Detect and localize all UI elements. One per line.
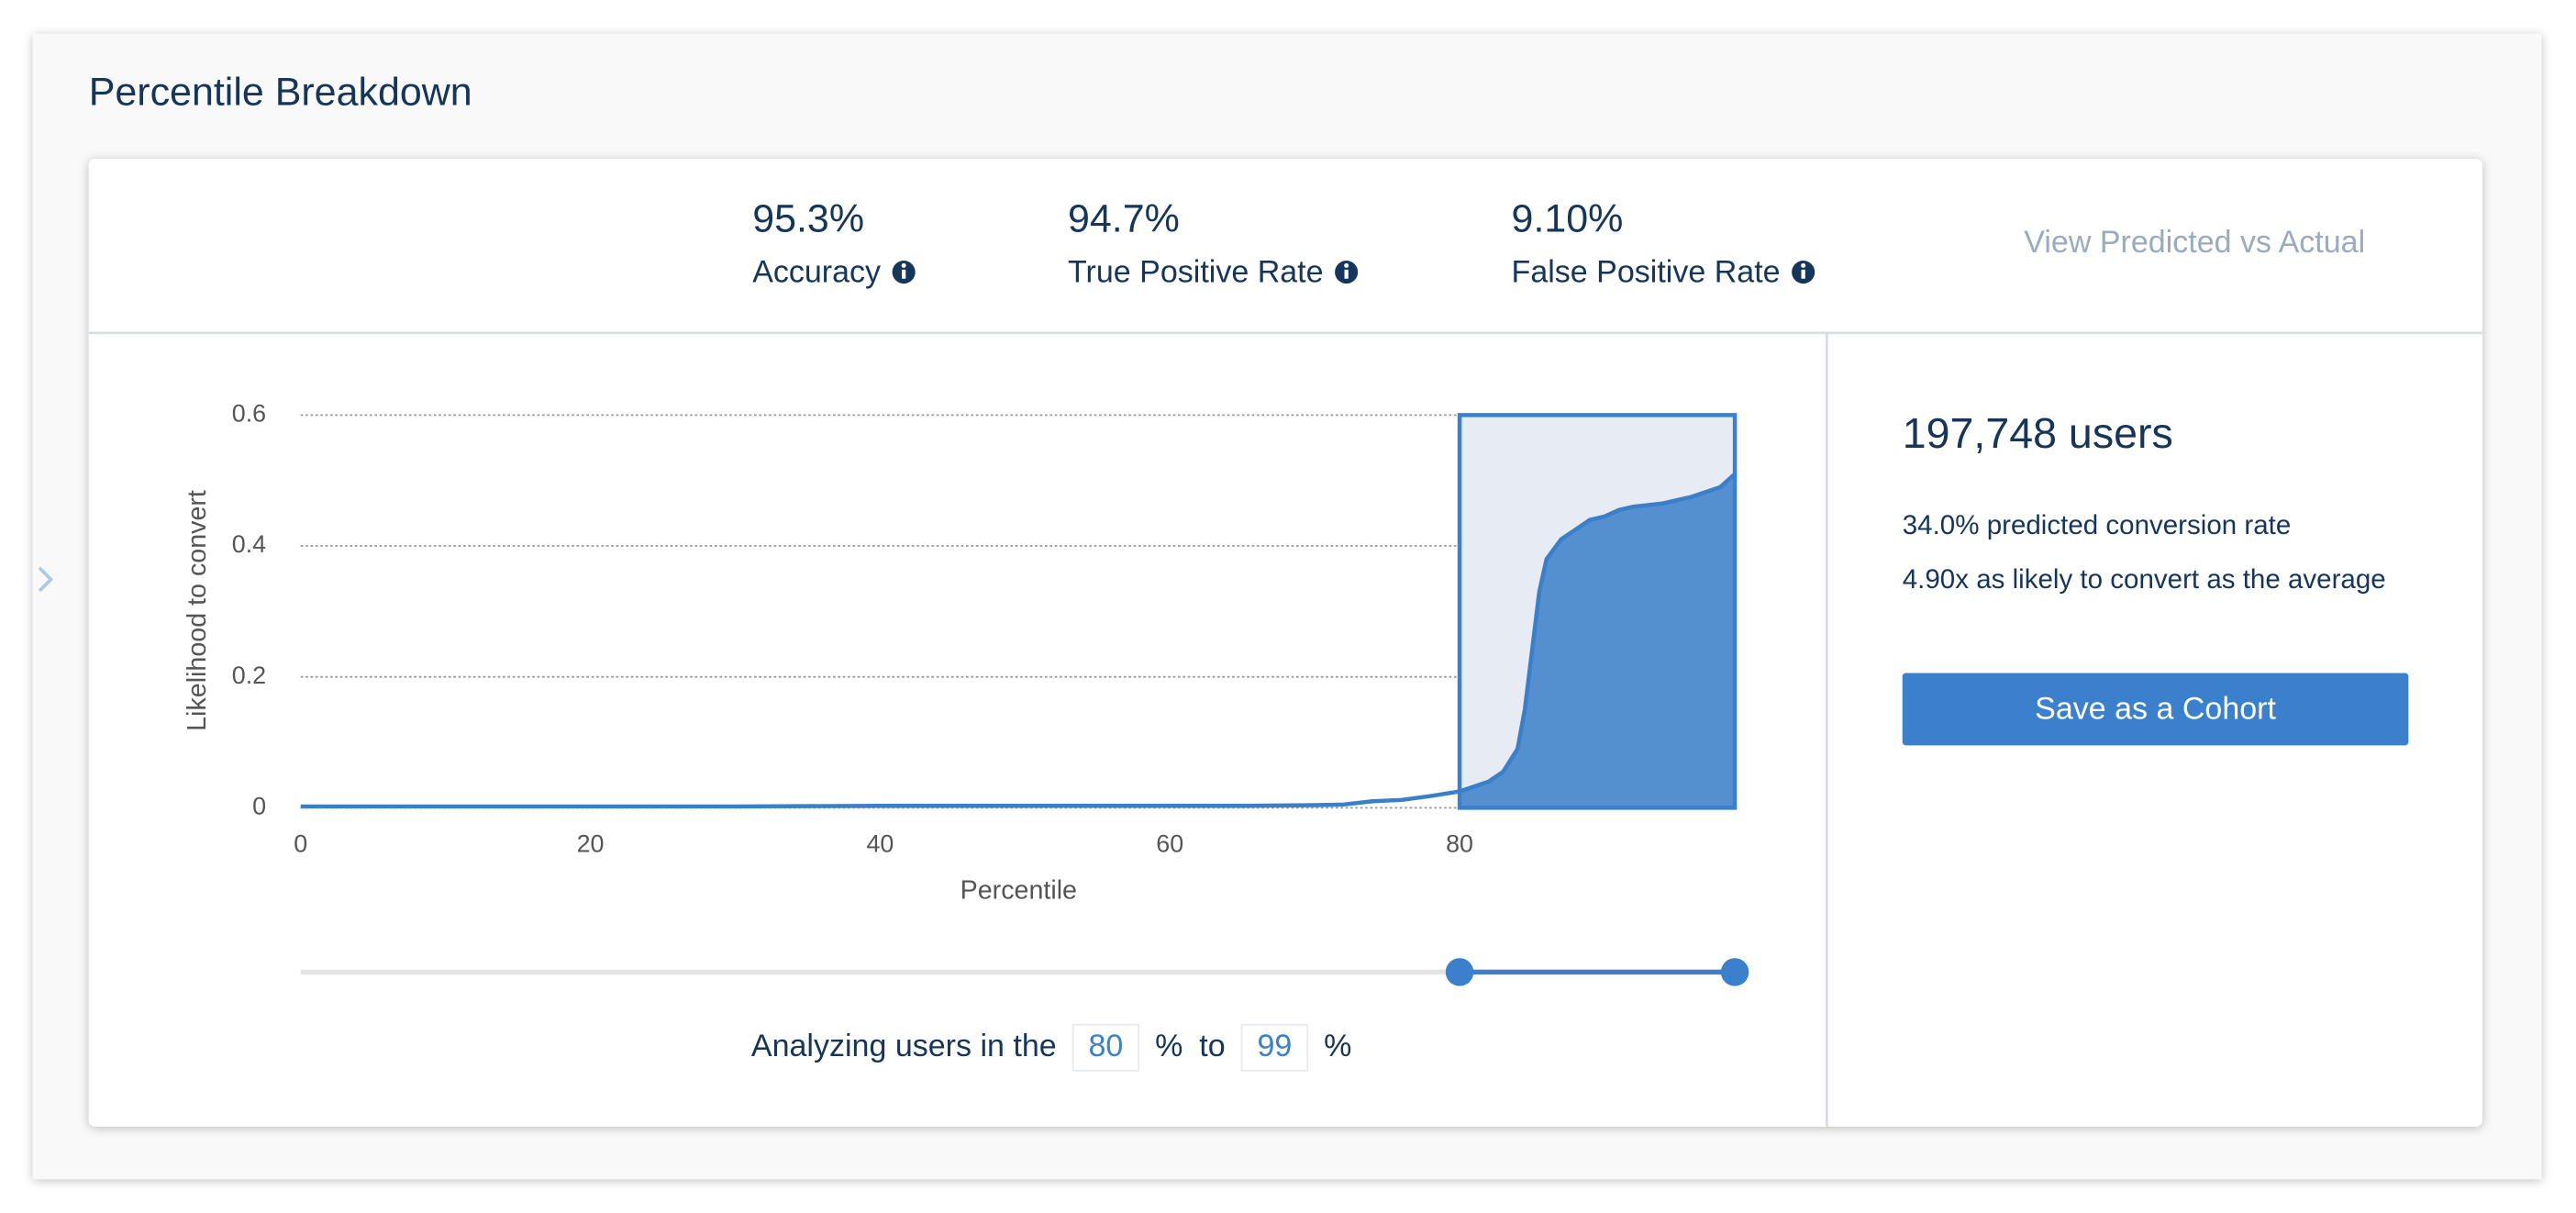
- save-button-label[interactable]: Save as a Cohort: [2035, 692, 2276, 727]
- range-unit: %: [1324, 1029, 1351, 1063]
- metric-label: False Positive Rate: [1512, 254, 1781, 289]
- users-count: 197,748 users: [1903, 409, 2173, 457]
- x-tick-label: 60: [1156, 830, 1183, 858]
- x-tick-label: 40: [866, 830, 894, 858]
- slider-handle[interactable]: [1720, 958, 1749, 986]
- selected-area: [1460, 473, 1736, 808]
- y-tick-label: 0.2: [232, 662, 266, 689]
- metric-label: Accuracy: [752, 254, 881, 289]
- range-prefix: Analyzing users in the: [751, 1029, 1057, 1063]
- x-axis-label: Percentile: [960, 875, 1077, 905]
- range-start[interactable]: 80: [1088, 1029, 1123, 1063]
- view-link[interactable]: View Predicted vs Actual: [2024, 225, 2365, 260]
- range-unit: %: [1155, 1029, 1183, 1063]
- curve: [300, 472, 1737, 809]
- range-end[interactable]: 99: [1257, 1029, 1292, 1063]
- metric-value: 9.10%: [1512, 196, 1624, 240]
- x-tick-label: 80: [1446, 830, 1473, 858]
- x-tick-label: 0: [294, 830, 307, 858]
- metric-value: 95.3%: [752, 196, 864, 240]
- range-input: [1240, 1023, 1309, 1072]
- inner-card: [88, 159, 2482, 1127]
- info-icon-bar: [1801, 269, 1805, 279]
- selection-border: [1457, 413, 1738, 810]
- expand-chevron[interactable]: [38, 566, 54, 593]
- metric-value: 94.7%: [1068, 196, 1180, 240]
- y-tick-label: 0: [252, 792, 266, 819]
- slider-handle[interactable]: [1445, 958, 1474, 986]
- conversion-rate: 34.0% predicted conversion rate: [1903, 510, 2292, 540]
- info-icon-bar: [1344, 269, 1349, 279]
- lift: 4.90x as likely to convert as the averag…: [1903, 564, 2386, 595]
- y-tick-label: 0.6: [232, 399, 266, 427]
- info-icon-dot: [1801, 262, 1806, 268]
- info-icon-dot: [901, 262, 906, 268]
- info-icon-dot: [1344, 262, 1349, 268]
- metric-label: True Positive Rate: [1068, 254, 1324, 289]
- range-input: [1071, 1023, 1140, 1072]
- save-button[interactable]: [1902, 673, 2409, 746]
- y-tick-label: 0.4: [232, 530, 266, 558]
- x-tick-label: 20: [577, 830, 605, 858]
- y-axis-label: Likelihood to convert: [183, 490, 212, 731]
- info-icon-bar: [902, 269, 906, 279]
- section-title: Percentile Breakdown: [89, 71, 472, 115]
- range-joiner: to: [1199, 1029, 1225, 1063]
